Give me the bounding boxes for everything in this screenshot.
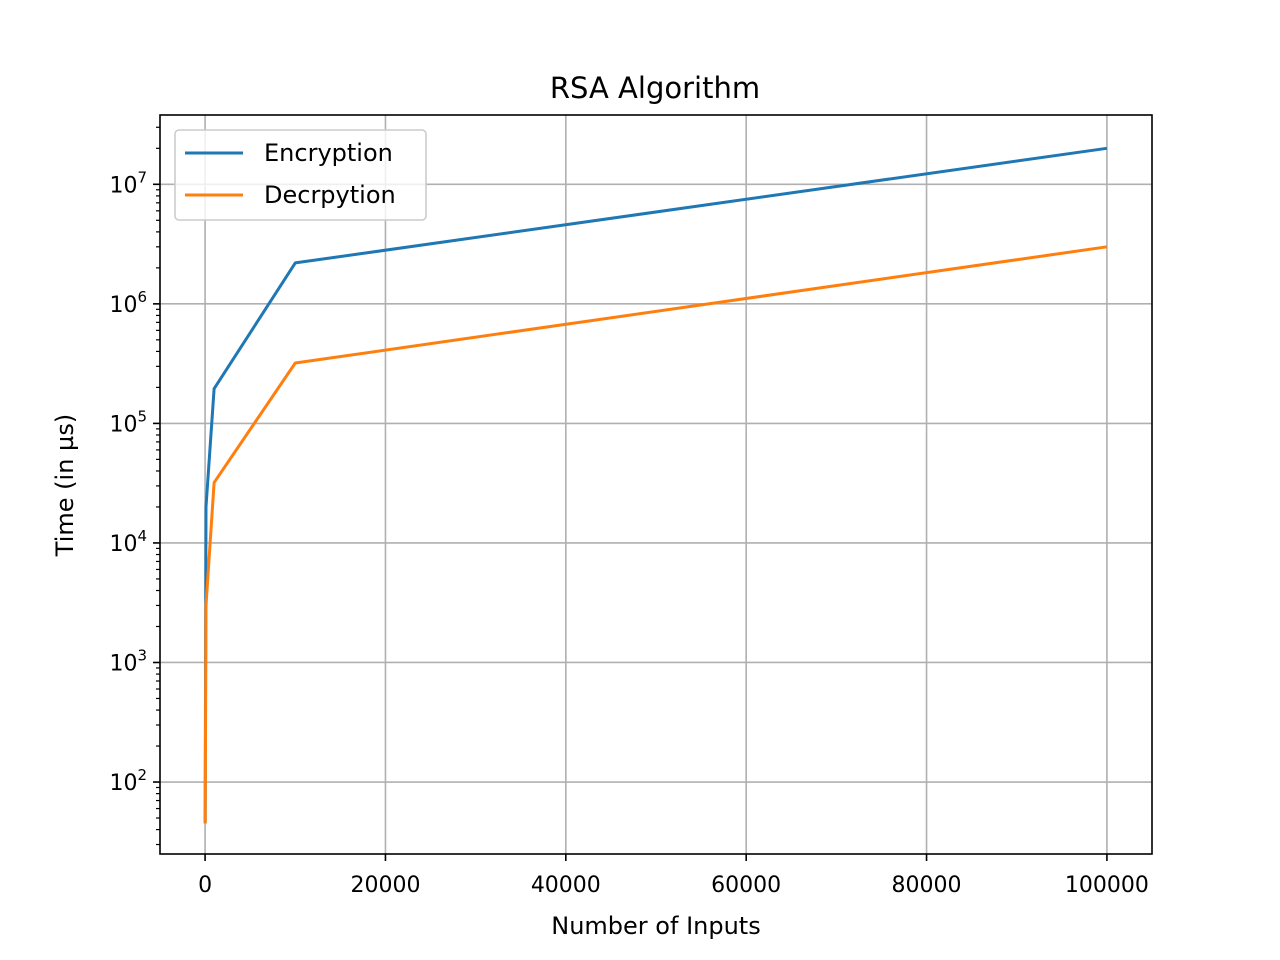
y-tick-label: 102 xyxy=(109,766,147,796)
x-tick-label: 80000 xyxy=(892,873,962,898)
plot-lines xyxy=(203,146,1108,824)
y-tick-label: 105 xyxy=(109,407,147,437)
plot-frame xyxy=(159,114,1153,855)
chart-title: RSA Algorithm xyxy=(550,71,760,105)
y-tick-label-exponent: 5 xyxy=(137,407,147,425)
series-line-decrpytion xyxy=(203,245,1108,824)
y-tick-label-exponent: 7 xyxy=(137,168,147,186)
y-tick-label-base: 10 xyxy=(109,173,137,198)
y-tick-label: 107 xyxy=(109,168,147,198)
grid xyxy=(160,115,1152,854)
y-axis-label: Time (in µs) xyxy=(51,414,79,557)
x-tick-label: 60000 xyxy=(711,873,781,898)
y-tick-label-base: 10 xyxy=(109,651,137,676)
legend: Encryption Decrpytion xyxy=(174,129,427,221)
y-tick-label: 104 xyxy=(109,527,147,557)
y-tick-label-exponent: 6 xyxy=(137,288,147,306)
legend-label-encryption: Encryption xyxy=(264,139,393,167)
y-tick-label: 103 xyxy=(109,646,147,676)
y-tick-label-base: 10 xyxy=(109,771,137,796)
x-tick-label: 100000 xyxy=(1065,873,1149,898)
legend-label-decrpytion: Decrpytion xyxy=(264,181,396,209)
y-tick-label-exponent: 3 xyxy=(137,646,147,664)
y-tick-label-base: 10 xyxy=(109,293,137,318)
x-tick-label: 40000 xyxy=(531,873,601,898)
series-line-encryption xyxy=(203,146,1108,824)
x-axis-label: Number of Inputs xyxy=(551,912,760,940)
x-axis: 0 20000 40000 60000 80000 100000 xyxy=(198,854,1149,898)
x-tick-label: 20000 xyxy=(350,873,420,898)
y-tick-label-exponent: 4 xyxy=(137,527,147,545)
x-tick-label: 0 xyxy=(198,873,212,898)
y-tick-label: 106 xyxy=(109,288,147,318)
y-tick-label-base: 10 xyxy=(109,412,137,437)
y-tick-label-base: 10 xyxy=(109,532,137,557)
y-tick-label-exponent: 2 xyxy=(137,766,147,784)
